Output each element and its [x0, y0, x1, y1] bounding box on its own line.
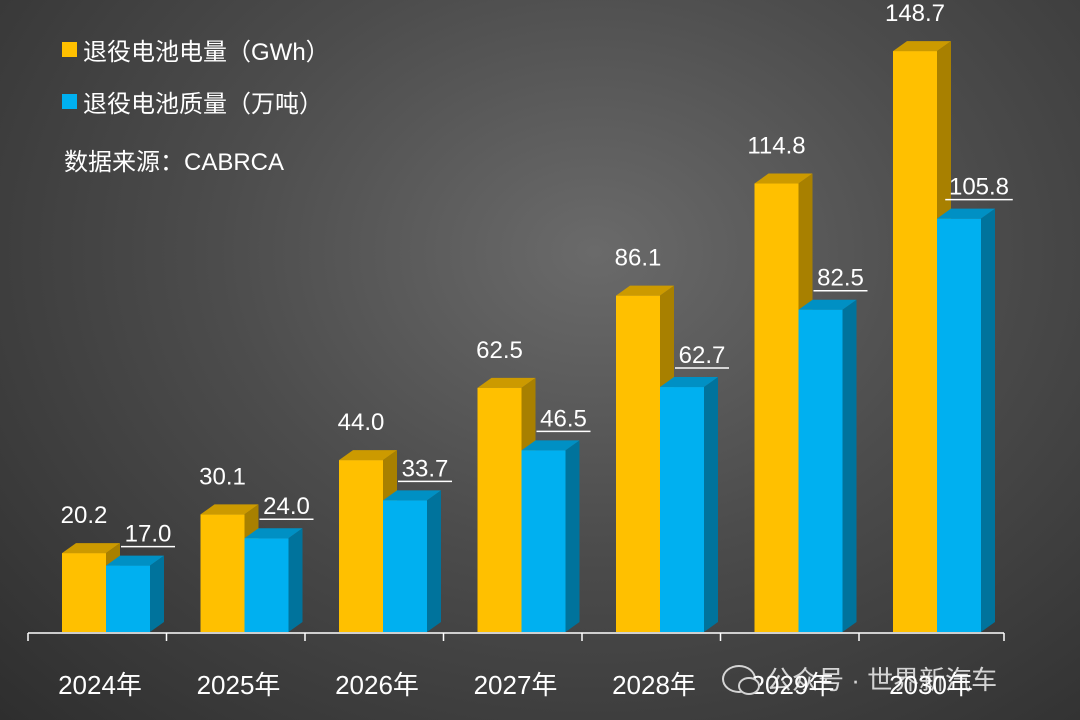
bar-mass-2028年	[660, 377, 718, 632]
x-tick-label: 2030年	[889, 670, 973, 700]
bar-mass-2029年	[798, 299, 857, 632]
bar-top-face	[616, 285, 674, 296]
data-label-energy: 20.2	[61, 502, 108, 529]
data-label-mass: 105.8	[949, 174, 1009, 201]
x-tick-label: 2028年	[612, 670, 696, 700]
x-tick-label: 2025年	[197, 670, 281, 700]
bar-top-face	[244, 528, 303, 539]
data-label-mass: 24.0	[263, 493, 310, 520]
bar-side-face	[565, 440, 580, 632]
bar-mass-2030年	[937, 208, 995, 632]
x-tick-label: 2024年	[58, 670, 142, 700]
legend-swatch-mass	[62, 93, 77, 109]
bar-side-face	[981, 208, 995, 632]
data-label-energy: 114.8	[747, 133, 805, 160]
bar-top-face	[660, 377, 718, 388]
legend-label-mass: 退役电池质量（万吨）	[83, 90, 323, 118]
legend-item-mass: 退役电池质量（万吨）	[62, 86, 330, 118]
data-label-energy: 148.7	[885, 0, 945, 27]
bar-front-face	[62, 553, 106, 632]
bar-top-face	[798, 299, 857, 310]
legend: 退役电池电量（GWh） 退役电池质量（万吨）	[62, 34, 330, 138]
x-tick-label: 2026年	[335, 670, 419, 700]
data-label-energy: 30.1	[199, 463, 246, 490]
x-tick-label: 2027年	[474, 670, 558, 700]
bar-top-face	[339, 450, 397, 461]
x-tick-label: 2029年	[751, 670, 835, 700]
bar-mass-2026年	[383, 490, 441, 632]
bar-front-face	[383, 500, 427, 632]
bar-front-face	[798, 309, 843, 632]
bar-front-face	[244, 538, 289, 632]
data-label-mass: 46.5	[540, 405, 587, 432]
bar-front-face	[477, 387, 522, 632]
bar-front-face	[339, 460, 383, 632]
bar-front-face	[521, 450, 566, 632]
data-label-energy: 86.1	[615, 245, 662, 272]
bar-mass-2027年	[521, 440, 580, 632]
data-source-note: 数据来源：CABRCA	[64, 149, 285, 176]
bar-mass-2025年	[244, 528, 303, 632]
bar-mass-2024年	[106, 555, 164, 632]
bar-top-face	[893, 41, 951, 52]
bar-top-face	[383, 490, 441, 501]
bar-side-face	[842, 299, 857, 632]
data-label-mass: 62.7	[679, 342, 726, 369]
bar-front-face	[106, 565, 150, 632]
data-label-mass: 82.5	[817, 265, 864, 292]
bar-top-face	[477, 377, 536, 388]
bar-front-face	[937, 218, 981, 632]
data-label-mass: 33.7	[402, 455, 449, 482]
legend-swatch-energy	[62, 41, 77, 57]
watermark: 公众号 · 世界新汽车	[722, 660, 997, 697]
bar-front-face	[893, 51, 937, 632]
bar-top-face	[521, 440, 580, 451]
bar-top-face	[62, 543, 120, 554]
bar-top-face	[937, 208, 995, 219]
wechat-icon	[722, 664, 760, 695]
bar-side-face	[288, 528, 303, 632]
bar-top-face	[106, 555, 164, 566]
data-label-energy: 62.5	[476, 337, 523, 364]
bar-top-face	[754, 173, 813, 184]
data-label-energy: 44.0	[338, 409, 385, 436]
watermark-text: 公众号 · 世界新汽车	[766, 665, 998, 695]
bar-side-face	[150, 555, 164, 632]
bar-front-face	[200, 514, 245, 632]
bar-front-face	[754, 183, 799, 633]
bar-side-face	[427, 490, 441, 632]
legend-item-energy: 退役电池电量（GWh）	[62, 34, 330, 66]
legend-label-energy: 退役电池电量（GWh）	[83, 38, 330, 66]
bar-front-face	[616, 295, 660, 632]
data-label-mass: 17.0	[125, 521, 172, 548]
bar-front-face	[660, 387, 704, 632]
bar-top-face	[200, 504, 259, 515]
bar-side-face	[704, 377, 718, 632]
